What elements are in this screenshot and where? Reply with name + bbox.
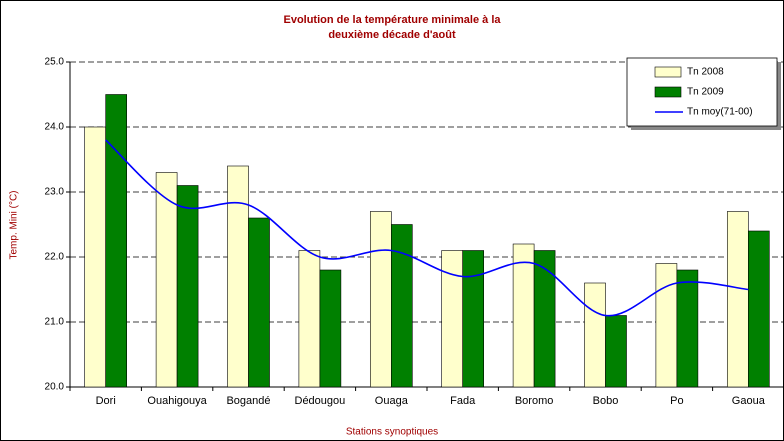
y-axis-label: Temp. Mini (°C) (9, 190, 20, 259)
x-tick-label: Gaoua (732, 395, 766, 407)
legend-swatch (654, 66, 682, 78)
legend-swatch (654, 86, 682, 98)
x-tick-label: Boromo (515, 395, 554, 407)
chart-title: Evolution de la température minimale à l… (283, 14, 501, 26)
legend-label: Tn moy(71-00) (687, 107, 753, 118)
x-tick-label: Bogandé (226, 395, 270, 407)
bar (248, 217, 270, 388)
bar (655, 263, 678, 388)
y-tick-label: 23.0 (45, 187, 65, 198)
x-tick-label: Bobo (593, 395, 619, 407)
bar (512, 243, 535, 388)
bar (605, 315, 627, 388)
y-tick-label: 22.0 (45, 252, 65, 263)
bar (369, 211, 392, 388)
x-tick-label: Fada (450, 395, 476, 407)
y-tick-label: 25.0 (45, 57, 65, 68)
x-axis-label: Stations synoptiques (346, 427, 438, 438)
bar (747, 230, 770, 388)
legend-label: Tn 2009 (687, 87, 724, 98)
bar (105, 94, 127, 388)
y-tick-label: 20.0 (45, 382, 65, 393)
bar (227, 165, 249, 388)
bar (726, 211, 749, 388)
bar (84, 126, 106, 388)
legend (626, 57, 778, 127)
bar (462, 250, 485, 388)
x-tick-label: Po (670, 395, 683, 407)
bar (584, 282, 606, 388)
bar (676, 269, 699, 388)
x-tick-label: Ouaga (375, 395, 409, 407)
x-tick-label: Ouahigouya (147, 395, 207, 407)
bar (441, 250, 464, 388)
chart-title: deuxième décade d'août (328, 29, 456, 41)
bar (390, 224, 413, 388)
bar (155, 172, 178, 388)
bar (319, 269, 342, 388)
y-tick-label: 24.0 (45, 122, 65, 133)
legend-label: Tn 2008 (687, 67, 724, 78)
bar (298, 250, 321, 388)
y-tick-label: 21.0 (45, 317, 65, 328)
bar (176, 185, 199, 388)
bar (533, 250, 556, 388)
x-tick-label: Dédougou (295, 395, 346, 407)
line-series (105, 139, 749, 317)
x-tick-label: Dori (96, 395, 116, 407)
